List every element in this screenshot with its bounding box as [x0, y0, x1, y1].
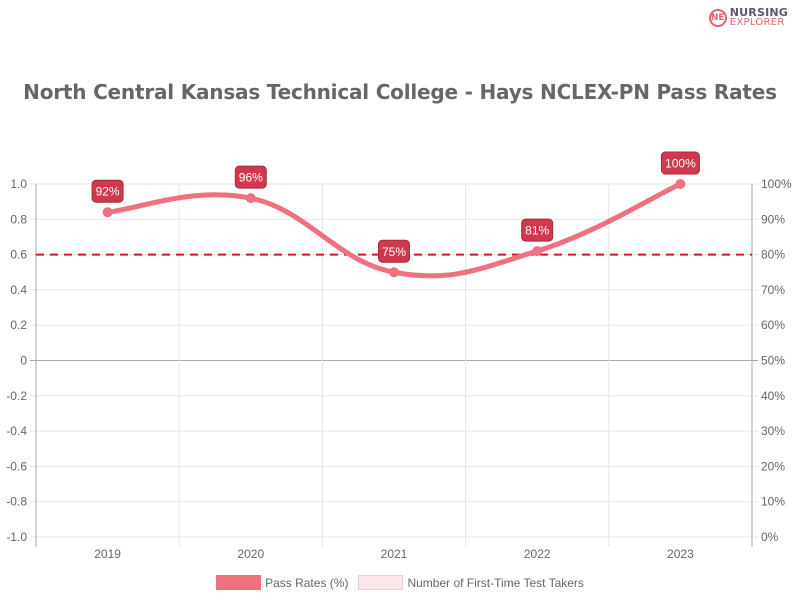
data-label-box [378, 239, 410, 263]
left-axis-tick: 0.8 [10, 212, 27, 226]
data-label-box [91, 179, 124, 203]
legend-item-test-takers[interactable]: Number of First-Time Test Takers [358, 575, 584, 590]
left-axis-tick: 1.0 [10, 177, 27, 191]
x-axis-tick: 2019 [94, 547, 121, 561]
legend-item-pass-rates[interactable]: Pass Rates (%) [216, 575, 348, 590]
legend-swatch [358, 575, 404, 590]
data-label: 100% [665, 157, 696, 171]
data-point[interactable] [102, 207, 113, 218]
x-axis-tick: 2020 [237, 547, 264, 561]
x-axis-tick: 2022 [524, 547, 551, 561]
brand-line2: EXPLORER [729, 17, 785, 28]
left-axis-tick: 0.6 [10, 248, 27, 262]
data-label-box [521, 218, 554, 242]
data-label: 81% [525, 224, 549, 238]
right-axis-tick: 40% [761, 389, 785, 403]
brand-line1: NURSING [729, 6, 788, 19]
x-axis-tick: 2021 [381, 547, 408, 561]
x-axis-tick: 2023 [667, 547, 694, 561]
left-axis-tick: 0.2 [10, 318, 27, 332]
right-axis-tick: 100% [761, 177, 792, 191]
data-label: 75% [382, 245, 406, 259]
data-label: 96% [239, 171, 263, 185]
nursing-explorer-logo-icon: NE [708, 9, 727, 27]
right-axis-tick: 80% [761, 248, 785, 262]
left-axis-tick: -0.6 [6, 459, 27, 473]
right-axis-tick: 10% [761, 495, 785, 509]
data-point[interactable] [245, 193, 256, 204]
legend-label: Pass Rates (%) [265, 575, 349, 590]
right-axis-tick: 20% [761, 459, 785, 473]
data-label: 92% [96, 185, 120, 199]
data-point[interactable] [532, 246, 543, 257]
left-axis-tick: -0.2 [6, 389, 27, 403]
brand-logo: NE NURSING EXPLORER [708, 6, 788, 28]
right-axis-tick: 70% [761, 283, 785, 297]
left-axis-tick: 0 [20, 354, 27, 368]
right-axis-tick: 90% [761, 212, 785, 226]
left-axis-tick: -0.8 [6, 495, 27, 509]
left-axis-tick: -0.4 [6, 424, 27, 438]
left-axis-tick: -1.0 [6, 530, 27, 544]
legend-swatch [216, 575, 262, 590]
legend: Pass Rates (%) Number of First-Time Test… [0, 575, 800, 590]
right-axis-tick: 60% [761, 318, 785, 332]
data-point[interactable] [389, 267, 399, 278]
data-label-box [660, 151, 700, 175]
right-axis-tick: 50% [761, 354, 785, 368]
left-axis-tick: 0.4 [10, 283, 27, 297]
data-point[interactable] [675, 179, 686, 189]
legend-label: Number of First-Time Test Takers [407, 575, 584, 590]
right-axis-tick: 30% [761, 424, 785, 438]
right-axis-tick: 0% [761, 530, 779, 544]
data-label-box [234, 165, 267, 189]
chart-title: North Central Kansas Technical College -… [23, 80, 777, 104]
